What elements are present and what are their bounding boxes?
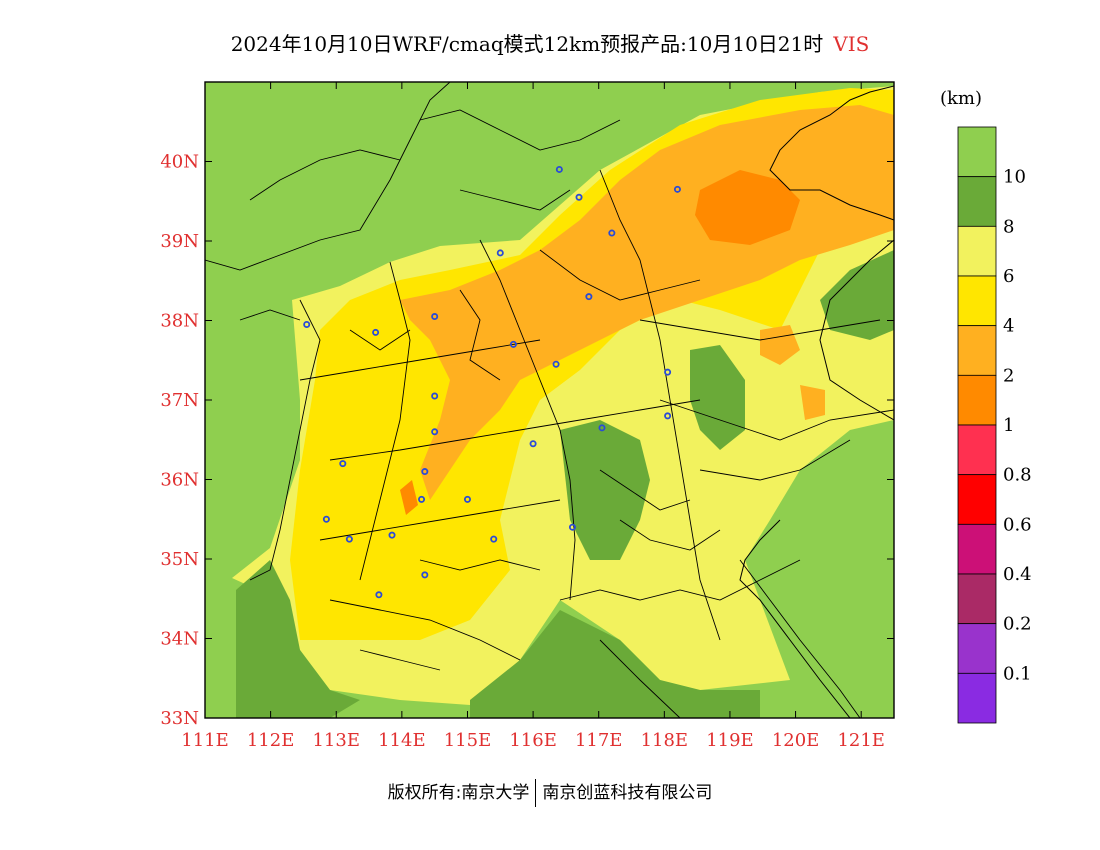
- station-marker: [388, 531, 396, 539]
- legend-color-cell: [957, 573, 997, 625]
- vis-region-1-2km: [695, 170, 800, 245]
- station-marker: [598, 424, 606, 432]
- station-marker: [575, 193, 583, 201]
- legend-color-cell: [957, 225, 997, 277]
- lon-tick-label: 115E: [444, 730, 492, 751]
- station-marker: [529, 440, 537, 448]
- vis-region-2-4km-patch-2: [800, 385, 825, 420]
- legend-color-cell: [957, 623, 997, 674]
- latitude-axis: 33N 34N 35N 36N 37N 38N 39N 40N: [160, 152, 894, 729]
- lon-tick-label: 113E: [312, 730, 360, 751]
- legend-level-label: 4: [1003, 316, 1014, 337]
- station-marker: [585, 293, 593, 301]
- lon-tick-label: 114E: [378, 730, 426, 751]
- station-marker: [509, 340, 517, 348]
- credit-separator: [535, 779, 537, 807]
- lat-tick-label: 37N: [160, 390, 199, 411]
- station-marker: [664, 368, 672, 376]
- station-marker: [490, 535, 498, 543]
- station-markers: [303, 165, 681, 599]
- title-variable: VIS: [833, 32, 870, 56]
- visibility-map: [205, 82, 894, 718]
- legend-level-label: 10: [1003, 167, 1026, 188]
- station-marker: [664, 412, 672, 420]
- legend-color-cell: [957, 275, 997, 327]
- coastline: [739, 85, 894, 718]
- station-marker: [418, 495, 426, 503]
- credit-left: 版权所有:南京大学: [387, 783, 530, 803]
- station-marker: [421, 468, 429, 476]
- station-marker: [375, 591, 383, 599]
- lon-tick-label: 112E: [247, 730, 295, 751]
- vis-region-8-10km-south: [470, 610, 760, 718]
- credit-line: 版权所有:南京大学 南京创蓝科技有限公司: [0, 778, 1100, 807]
- station-marker: [673, 185, 681, 193]
- lat-tick-label: 34N: [160, 629, 199, 650]
- station-marker: [322, 515, 330, 523]
- vis-region-1-2km-small: [400, 480, 418, 515]
- legend-color-cell: [957, 523, 997, 575]
- station-marker: [608, 229, 616, 237]
- station-marker: [431, 392, 439, 400]
- credit-right: 南京创蓝科技有限公司: [542, 783, 713, 803]
- legend-level-label: 0.4: [1003, 564, 1032, 585]
- legend-level-label: 2: [1003, 365, 1014, 386]
- lon-tick-label: 118E: [641, 730, 689, 751]
- lon-tick-label: 119E: [706, 730, 754, 751]
- legend-unit: (km): [940, 88, 983, 109]
- station-marker: [555, 165, 563, 173]
- lat-tick-label: 40N: [160, 152, 199, 173]
- station-marker: [552, 360, 560, 368]
- lat-tick-label: 36N: [160, 470, 199, 491]
- title-main: 2024年10月10日WRF/cmaq模式12km预报产品:10月10日21时: [230, 32, 824, 56]
- lon-tick-label: 121E: [837, 730, 885, 751]
- legend-level-label: 0.1: [1003, 663, 1032, 684]
- lat-tick-label: 35N: [160, 549, 199, 570]
- station-marker: [345, 535, 353, 543]
- legend-color-cell: [957, 424, 997, 476]
- legend-level-label: 0.2: [1003, 614, 1032, 635]
- lon-tick-label: 117E: [575, 730, 623, 751]
- station-marker: [431, 428, 439, 436]
- legend-color-cell: [957, 374, 997, 426]
- legend-level-label: 0.8: [1003, 465, 1032, 486]
- legend-level-label: 0.6: [1003, 514, 1032, 535]
- station-marker: [421, 571, 429, 579]
- longitude-axis: 111E 112E 113E 114E 115E 116E 117E 118E 119E 120E…: [181, 82, 885, 751]
- legend-level-label: 6: [1003, 266, 1014, 287]
- legend-color-cell: [957, 176, 997, 227]
- station-marker: [568, 523, 576, 531]
- lon-tick-label: 120E: [772, 730, 820, 751]
- lon-tick-label: 116E: [509, 730, 557, 751]
- vis-region-8-10km-east: [820, 250, 894, 340]
- legend-color-cell: [957, 672, 997, 724]
- legend-color-cell: [957, 325, 997, 376]
- station-marker: [431, 313, 439, 321]
- legend-color-cell: [957, 126, 997, 178]
- legend-color-cell: [957, 474, 997, 525]
- lon-tick-label: 111E: [181, 730, 229, 751]
- vis-region-8-10km-sw: [236, 560, 360, 718]
- map-title: 2024年10月10日WRF/cmaq模式12km预报产品:10月10日21时 V…: [0, 28, 1100, 57]
- station-marker: [463, 495, 471, 503]
- station-marker: [303, 320, 311, 328]
- station-marker: [372, 328, 380, 336]
- legend-colorbar: 10 8 6 4 2 1 0.8 0.6 0.4 0.2 0.1: [957, 126, 1032, 724]
- legend-level-label: 8: [1003, 216, 1014, 237]
- lat-tick-label: 39N: [160, 231, 199, 252]
- legend-level-label: 1: [1003, 415, 1014, 436]
- lat-tick-label: 33N: [160, 708, 199, 729]
- lat-tick-label: 38N: [160, 311, 199, 332]
- station-marker: [339, 460, 347, 468]
- station-marker: [496, 249, 504, 257]
